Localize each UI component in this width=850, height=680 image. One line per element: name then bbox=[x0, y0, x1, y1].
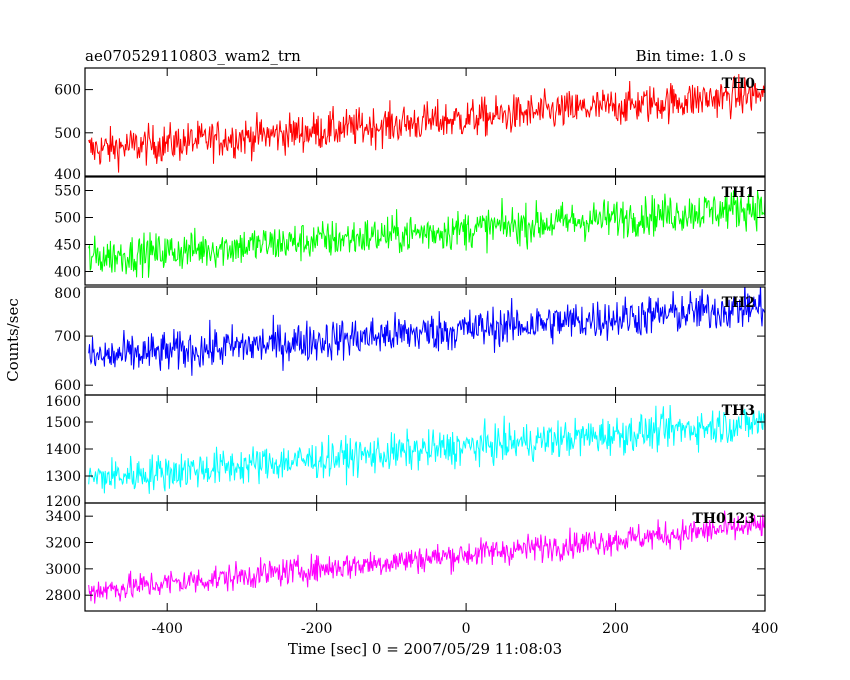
y-tick-label: 3400 bbox=[45, 509, 81, 525]
y-tick-label: 1600 bbox=[45, 394, 81, 410]
y-tick-label: 700 bbox=[54, 329, 81, 345]
y-tick-label: 500 bbox=[54, 211, 81, 227]
panel-th0: 400 500 600 TH0 bbox=[54, 67, 766, 183]
series-th1 bbox=[88, 190, 765, 279]
channel-label: TH0 bbox=[722, 76, 756, 92]
series-th0 bbox=[88, 73, 765, 173]
y-tick-label: 1500 bbox=[45, 415, 81, 431]
panel-th3: 1200 1300 1400 1500 1600 TH3 bbox=[45, 394, 766, 510]
y-tick-label: 1400 bbox=[45, 442, 81, 458]
panel-th2: 600 700 800 TH2 bbox=[54, 286, 766, 396]
panels: 400 500 600 TH0 400 450 500 550 TH1 600 700 800 TH2 1… bbox=[45, 67, 779, 637]
y-tick-label: 1300 bbox=[45, 469, 81, 485]
y-tick-label: 3000 bbox=[45, 562, 81, 578]
panel-frame bbox=[84, 286, 766, 396]
plot-title: ae070529110803_wam2_trn bbox=[85, 47, 301, 65]
y-tick-label: 2800 bbox=[45, 588, 81, 604]
panel-frame bbox=[84, 176, 766, 286]
series-th3 bbox=[88, 404, 765, 494]
channel-label: TH0123 bbox=[692, 511, 755, 527]
series-th2 bbox=[88, 287, 765, 376]
x-tick-label: 0 bbox=[462, 621, 471, 637]
y-tick-label: 400 bbox=[54, 167, 81, 183]
series-th0123 bbox=[88, 510, 765, 604]
panel-th1: 400 450 500 550 TH1 bbox=[54, 176, 766, 286]
y-tick-label: 600 bbox=[54, 83, 81, 99]
panel-frame bbox=[84, 67, 766, 177]
bin-time-label: Bin time: 1.0 s bbox=[636, 47, 746, 65]
y-tick-label: 400 bbox=[54, 265, 81, 281]
y-axis-label: Counts/sec bbox=[4, 298, 22, 382]
channel-label: TH1 bbox=[722, 185, 755, 201]
channel-label: TH3 bbox=[722, 403, 755, 419]
y-tick-label: 3200 bbox=[45, 536, 81, 552]
y-tick-label: 500 bbox=[54, 126, 81, 142]
x-tick-label: -400 bbox=[151, 621, 182, 637]
x-tick-label: 200 bbox=[602, 621, 629, 637]
panel-frame bbox=[84, 502, 766, 612]
x-tick-label: 400 bbox=[752, 621, 779, 637]
y-tick-label: 1200 bbox=[45, 494, 81, 510]
y-tick-label: 600 bbox=[54, 378, 81, 394]
y-tick-label: 450 bbox=[54, 238, 81, 254]
channel-label: TH2 bbox=[722, 295, 755, 311]
y-tick-label: 550 bbox=[54, 184, 81, 200]
y-tick-label: 800 bbox=[54, 286, 81, 302]
panel-th0123: 2800 3000 3200 3400 TH0123 bbox=[45, 502, 766, 612]
x-tick-label: -200 bbox=[301, 621, 332, 637]
x-axis-label: Time [sec] 0 = 2007/05/29 11:08:03 bbox=[288, 640, 562, 658]
